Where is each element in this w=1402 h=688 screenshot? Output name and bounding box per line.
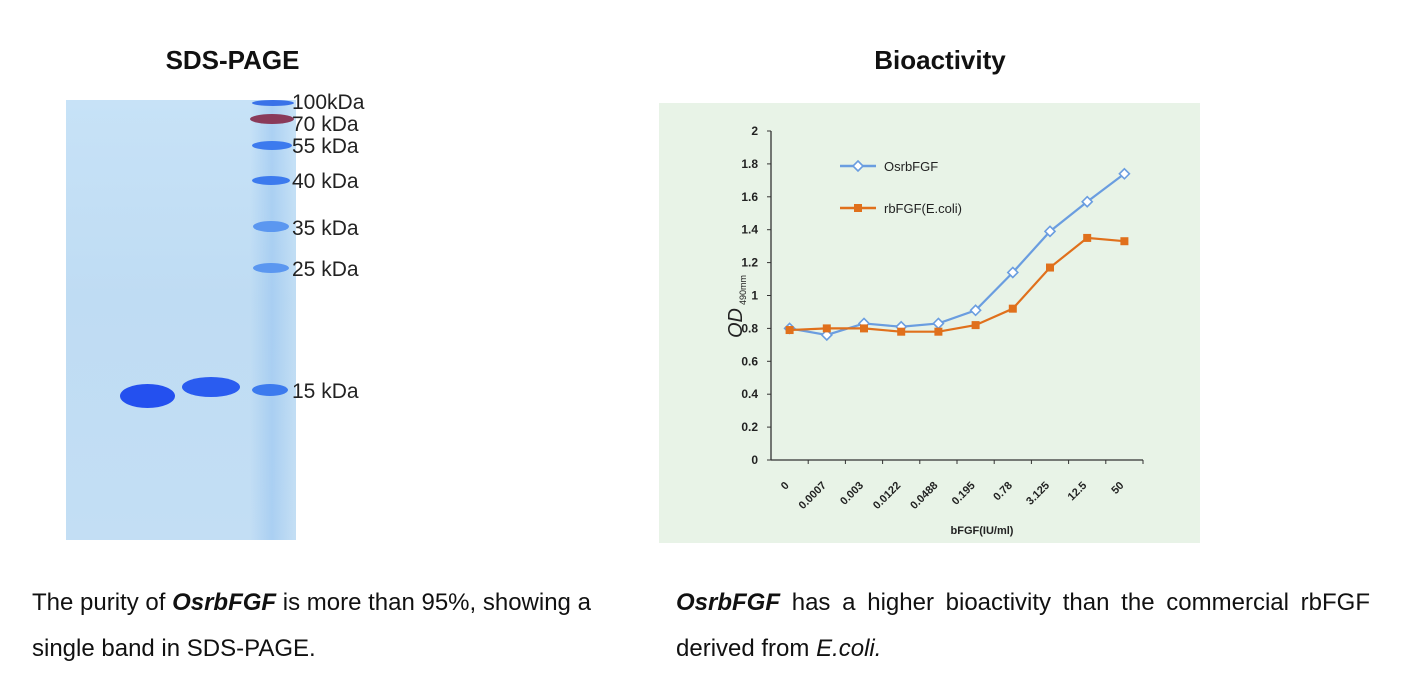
- data-point-1-4: [934, 327, 943, 336]
- data-point-1-3: [897, 327, 906, 336]
- sample-band-1: [120, 384, 175, 408]
- data-point-0-4: [932, 317, 945, 330]
- marker-band-35: [253, 221, 289, 232]
- legend-swatch-marker-0: [851, 159, 865, 173]
- bioactivity-chart-panel: [659, 103, 1200, 543]
- legend-label-1: rbFGF(E.coli): [884, 201, 962, 216]
- x-tick-label: 12.5: [1066, 480, 1090, 504]
- x-tick-label: 3.125: [1024, 480, 1052, 508]
- caption-left-post: is more than 95%, showing a single band …: [32, 589, 591, 662]
- marker-band-55: [252, 141, 292, 150]
- x-tick-label: 0.0488: [908, 480, 940, 512]
- caption-left-pre: The purity of: [32, 589, 173, 616]
- series-line-1: [789, 236, 1125, 333]
- y-tick-label: 1.6: [741, 190, 758, 204]
- y-tick-label: 2: [751, 124, 758, 138]
- x-tick-label: 0: [779, 480, 792, 493]
- marker-band-100: [252, 100, 294, 106]
- data-point-1-1: [822, 324, 831, 333]
- sds-page-title: SDS-PAGE: [165, 45, 300, 75]
- y-tick-label: 0.8: [741, 321, 758, 335]
- caption-right-product: OsrbFGF: [676, 589, 781, 616]
- data-point-0-9: [1118, 167, 1131, 180]
- marker-label-100: 100kDa: [292, 91, 365, 114]
- y-tick-label: 1: [751, 289, 758, 303]
- data-point-1-9: [1120, 237, 1129, 246]
- data-point-0-8: [1081, 195, 1094, 208]
- marker-label-25: 25 kDa: [292, 258, 359, 281]
- data-point-1-2: [860, 324, 868, 333]
- data-point-0-5: [969, 304, 982, 317]
- marker-label-70: 70 kDa: [292, 113, 359, 136]
- y-tick-label: 0.2: [741, 420, 758, 434]
- data-point-1-6: [1008, 304, 1017, 313]
- marker-lane: [250, 100, 294, 540]
- data-point-1-0: [785, 326, 794, 335]
- marker-band-25: [253, 263, 289, 273]
- data-point-1-7: [1046, 263, 1054, 272]
- marker-label-40: 40 kDa: [292, 170, 359, 193]
- y-tick-label: 1.4: [741, 223, 758, 237]
- marker-band-40: [252, 176, 290, 185]
- x-tick-label: 0.003: [838, 480, 866, 508]
- marker-label-55: 55 kDa: [292, 135, 359, 158]
- series-line-0: [789, 172, 1126, 337]
- legend-swatch-marker-1: [854, 204, 862, 212]
- y-tick-label: 0: [751, 453, 758, 467]
- y-tick-label: 1.8: [741, 157, 758, 171]
- sample-band-2: [182, 377, 240, 397]
- bioactivity-caption: OsrbFGF has a higher bioactivity than th…: [676, 580, 1370, 672]
- x-tick-label: 50: [1109, 480, 1126, 497]
- data-point-0-6: [1006, 266, 1019, 279]
- bioactivity-title: Bioactivity: [874, 45, 1006, 75]
- marker-label-35: 35 kDa: [292, 217, 359, 240]
- data-point-0-1: [820, 328, 833, 342]
- y-tick-label: 0.4: [741, 387, 758, 401]
- x-tick-label: 0.0007: [797, 480, 829, 512]
- x-tick-label: 0.0122: [871, 480, 903, 512]
- data-point-1-8: [1083, 233, 1092, 242]
- caption-right-mid: has a higher bioactivity than the commer…: [676, 589, 1370, 662]
- data-point-1-5: [971, 321, 980, 330]
- data-point-0-7: [1043, 225, 1057, 238]
- caption-left-product: OsrbFGF: [172, 589, 277, 616]
- legend-label-0: OsrbFGF: [884, 159, 938, 174]
- x-tick-label: 0.78: [991, 480, 1015, 504]
- y-tick-label: 1.2: [741, 256, 758, 270]
- caption-right-species: E.coli.: [816, 635, 882, 662]
- x-axis-title: bFGF(IU/ml): [951, 525, 1014, 537]
- marker-band-70: [250, 114, 294, 124]
- marker-band-15: [252, 384, 288, 396]
- marker-label-15: 15 kDa: [292, 380, 359, 403]
- x-tick-label: 0.195: [950, 480, 978, 508]
- purity-caption: The purity of OsrbFGF is more than 95%, …: [32, 580, 592, 672]
- y-tick-label: 0.6: [741, 354, 758, 368]
- y-axis-title: OD490mm: [725, 275, 748, 338]
